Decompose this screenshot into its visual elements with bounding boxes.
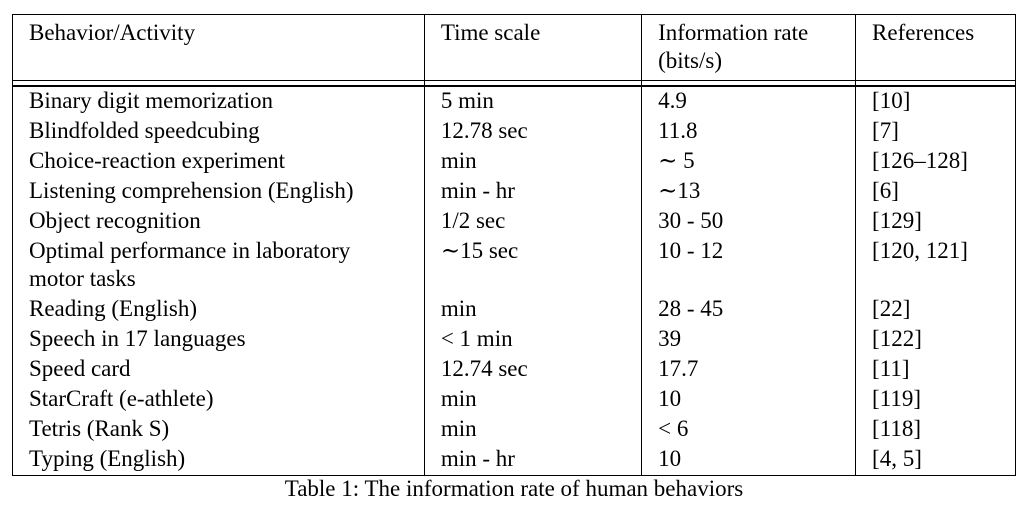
cell-activity: Typing (English) [12,445,425,476]
cell-references: [118] [855,415,1016,445]
table-row: StarCraft (e-athlete) min 10 [119] [12,385,1016,415]
cell-information-rate: 17.7 [641,355,857,385]
cell-activity: Blindfolded speedcubing [12,117,425,147]
cell-references: [7] [855,117,1016,147]
header-behavior-activity: Behavior/Activity [12,14,425,81]
cell-references: [11] [855,355,1016,385]
cell-references: [122] [855,325,1016,355]
cell-information-rate: < 6 [641,415,857,445]
cell-time-scale: min [423,415,643,445]
table-row: Speed card 12.74 sec 17.7 [11] [12,355,1016,385]
header-information-rate: Information rate (bits/s) [641,14,857,81]
cell-time-scale: < 1 min [423,325,643,355]
cell-information-rate: 10 - 12 [641,237,857,295]
header-gap [12,80,1016,86]
table-row: Blindfolded speedcubing 12.78 sec 11.8 [7] [12,117,1016,147]
cell-activity: Tetris (Rank S) [12,415,425,445]
table-caption: Table 1: The information rate of human b… [284,476,744,501]
cell-time-scale: ∼15 sec [423,237,643,295]
table-body: Binary digit memorization 5 min 4.9 [10] Bli… [12,80,1016,476]
cell-activity: Object recognition [12,207,425,237]
cell-references: [10] [855,85,1016,117]
cell-activity: Speed card [12,355,425,385]
cell-time-scale: 1/2 sec [423,207,643,237]
cell-references: [120, 121] [855,237,1016,295]
cell-time-scale: 12.74 sec [423,355,643,385]
cell-activity: Speech in 17 languages [12,325,425,355]
cell-references: [129] [855,207,1016,237]
cell-time-scale: min - hr [423,177,643,207]
cell-information-rate: ∼ 5 [641,147,857,177]
table-row: Choice-reaction experiment min ∼ 5 [126–128… [12,147,1016,177]
table-row: Binary digit memorization 5 min 4.9 [10] [12,85,1016,117]
information-rate-table: Behavior/Activity Time scale Information… [12,14,1016,476]
cell-activity: Reading (English) [12,295,425,325]
cell-activity: Optimal performance in laboratory motor … [12,237,425,295]
table-row: Typing (English) min - hr 10 [4, 5] [12,445,1016,476]
cell-information-rate: 30 - 50 [641,207,857,237]
table-row: Optimal performance in laboratory motor … [12,237,1016,295]
cell-time-scale: 5 min [423,85,643,117]
cell-activity: Choice-reaction experiment [12,147,425,177]
cell-information-rate: ∼13 [641,177,857,207]
cell-activity: Binary digit memorization [12,85,425,117]
cell-time-scale: min [423,147,643,177]
table-row: Speech in 17 languages < 1 min 39 [122] [12,325,1016,355]
cell-information-rate: 10 [641,445,857,476]
header-time-scale: Time scale [423,14,643,81]
cell-information-rate: 28 - 45 [641,295,857,325]
cell-references: [4, 5] [855,445,1016,476]
cell-information-rate: 10 [641,385,857,415]
cell-references: [126–128] [855,147,1016,177]
header-references: References [855,14,1016,81]
cell-time-scale: min - hr [423,445,643,476]
cell-references: [6] [855,177,1016,207]
table-row: Object recognition 1/2 sec 30 - 50 [129] [12,207,1016,237]
cell-references: [22] [855,295,1016,325]
table-row: Tetris (Rank S) min < 6 [118] [12,415,1016,445]
cell-time-scale: min [423,295,643,325]
cell-activity: Listening comprehension (English) [12,177,425,207]
cell-time-scale: 12.78 sec [423,117,643,147]
cell-references: [119] [855,385,1016,415]
cell-information-rate: 11.8 [641,117,857,147]
cell-time-scale: min [423,385,643,415]
cell-information-rate: 39 [641,325,857,355]
cell-information-rate: 4.9 [641,85,857,117]
table-row: Reading (English) min 28 - 45 [22] [12,295,1016,325]
table-header-row: Behavior/Activity Time scale Information… [12,14,1016,81]
table-row: Listening comprehension (English) min - h… [12,177,1016,207]
cell-activity: StarCraft (e-athlete) [12,385,425,415]
